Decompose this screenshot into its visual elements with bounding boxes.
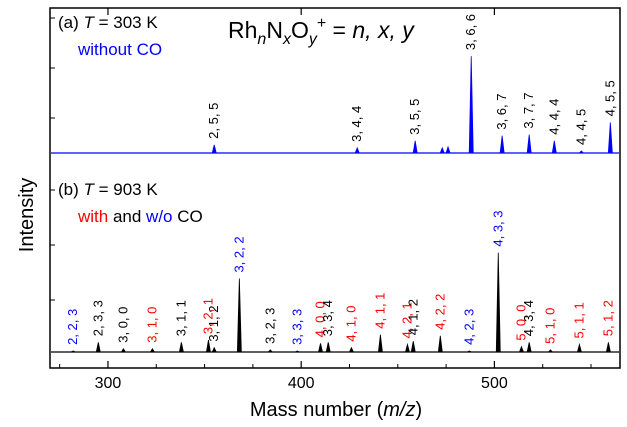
spectrum-peak bbox=[499, 135, 505, 154]
spectrum-peak bbox=[354, 146, 360, 154]
peak-label: 3, 7, 7 bbox=[521, 92, 536, 128]
peak-label: 3, 2, 3 bbox=[262, 308, 277, 344]
spectrum-peak bbox=[377, 334, 383, 353]
peak-label: 3, 1, 0 bbox=[144, 307, 159, 343]
spectrum-peak bbox=[576, 342, 582, 353]
spectrum-peak bbox=[547, 349, 554, 353]
spectrum-peak bbox=[439, 146, 445, 154]
peak-label: 3, 4, 4 bbox=[349, 106, 364, 142]
text-layer: (a) T = 303 K (b) T = 903 K without CO w… bbox=[16, 13, 422, 421]
peak-label: 5, 1, 0 bbox=[542, 308, 557, 344]
peak-label: 3, 5, 5 bbox=[407, 99, 422, 135]
x-axis-label: Mass number (m/z) bbox=[250, 399, 422, 421]
panel-a-legend: without CO bbox=[77, 40, 162, 59]
spectrum-peak bbox=[211, 346, 217, 353]
peak-label: 3, 6, 6 bbox=[463, 14, 478, 50]
peak-label: 3, 3, 4 bbox=[320, 300, 335, 336]
peak-label: 4, 0, 0 bbox=[313, 301, 328, 337]
spectrum-peak bbox=[412, 140, 418, 154]
peak-label: 4, 5, 5 bbox=[602, 80, 617, 116]
panel-a-title: (a) T = 303 K bbox=[58, 13, 158, 32]
peak-label: 2, 2, 3 bbox=[65, 309, 80, 345]
spectrum-peak bbox=[267, 349, 274, 353]
panel-b-title: (b) T = 903 K bbox=[58, 180, 158, 199]
spectrum-peak bbox=[467, 350, 472, 353]
x-tick-label: 500 bbox=[481, 375, 508, 392]
spectrum-peak bbox=[526, 342, 532, 353]
x-tick-label: 400 bbox=[288, 375, 315, 392]
peak-label: 4, 3, 4 bbox=[521, 300, 536, 336]
peak-label: 4, 2, 3 bbox=[461, 309, 476, 345]
axes: 300 400 500 bbox=[49, 7, 621, 392]
plot-frame bbox=[49, 7, 621, 369]
spectrum-peak bbox=[445, 145, 451, 154]
peak-label: 4, 3, 3 bbox=[490, 210, 505, 246]
peak-label: 5, 0, 0 bbox=[513, 304, 528, 340]
spectrum-peak bbox=[70, 350, 76, 353]
peak-label: 4, 1, 2 bbox=[405, 299, 420, 335]
formula-label: RhnNxOy+ = n, x, y bbox=[228, 15, 415, 48]
peak-label: 3, 0, 0 bbox=[115, 307, 130, 343]
peak-label: 3, 1, 1 bbox=[173, 300, 188, 336]
peak-label: 3, 3, 3 bbox=[289, 309, 304, 345]
peak-label: 3, 1, 2 bbox=[206, 306, 221, 342]
peak-label: 4, 1, 1 bbox=[372, 293, 387, 329]
spectrum-peak bbox=[348, 346, 355, 353]
spectrum-peak bbox=[437, 335, 443, 353]
panel-b-spectrum bbox=[51, 252, 619, 353]
spectrum-peak bbox=[120, 347, 127, 353]
peak-label: 4, 4, 4 bbox=[546, 99, 561, 135]
peak-label: 5, 1, 2 bbox=[600, 300, 615, 336]
spectrum-peak bbox=[468, 56, 474, 154]
spectrum-peak bbox=[605, 342, 611, 353]
spectrum-peak bbox=[325, 342, 331, 353]
spectrum-peak bbox=[578, 150, 585, 154]
peak-label: 4, 4, 5 bbox=[573, 109, 588, 145]
spectrum-peak bbox=[205, 340, 211, 353]
panel-b-legend: with and w/o CO bbox=[77, 207, 203, 226]
peak-label: 3, 2, 1 bbox=[200, 298, 215, 334]
peak-label: 4, 2, 1 bbox=[399, 302, 414, 338]
spectrum-peak bbox=[211, 144, 217, 154]
x-tick-label: 300 bbox=[95, 375, 122, 392]
peak-label: 3, 2, 2 bbox=[231, 236, 246, 272]
peak-label: 3, 6, 7 bbox=[494, 94, 509, 130]
spectrum-peak bbox=[178, 342, 184, 353]
spectrum-peak bbox=[551, 140, 557, 154]
peak-label: 4, 1, 0 bbox=[343, 306, 358, 342]
peak-label: 2, 5, 5 bbox=[206, 103, 221, 139]
spectrum-peak bbox=[607, 122, 613, 154]
spectrum-peak bbox=[518, 345, 525, 353]
peak-labels: 2, 5, 5 3, 4, 4 3, 5, 5 3, 6, 6 3, 6, 7 3, 7,… bbox=[65, 14, 617, 345]
spectrum-peak bbox=[295, 350, 300, 353]
y-axis-label: Intensity bbox=[16, 178, 38, 252]
peak-label: 5, 1, 1 bbox=[571, 302, 586, 338]
spectrum-peak bbox=[95, 342, 101, 353]
spectrum-peak bbox=[526, 134, 532, 154]
spectrum-peak bbox=[236, 278, 242, 353]
spectrum-peak bbox=[495, 252, 501, 353]
spectrum-peak bbox=[318, 343, 324, 353]
peak-label: 2, 3, 3 bbox=[90, 300, 105, 336]
panel-a-spectrum bbox=[51, 56, 619, 154]
peak-label: 4, 2, 2 bbox=[432, 294, 447, 330]
spectrum-peak bbox=[404, 342, 410, 353]
spectrum-peak bbox=[410, 341, 416, 353]
spectrum-peak bbox=[149, 347, 156, 353]
